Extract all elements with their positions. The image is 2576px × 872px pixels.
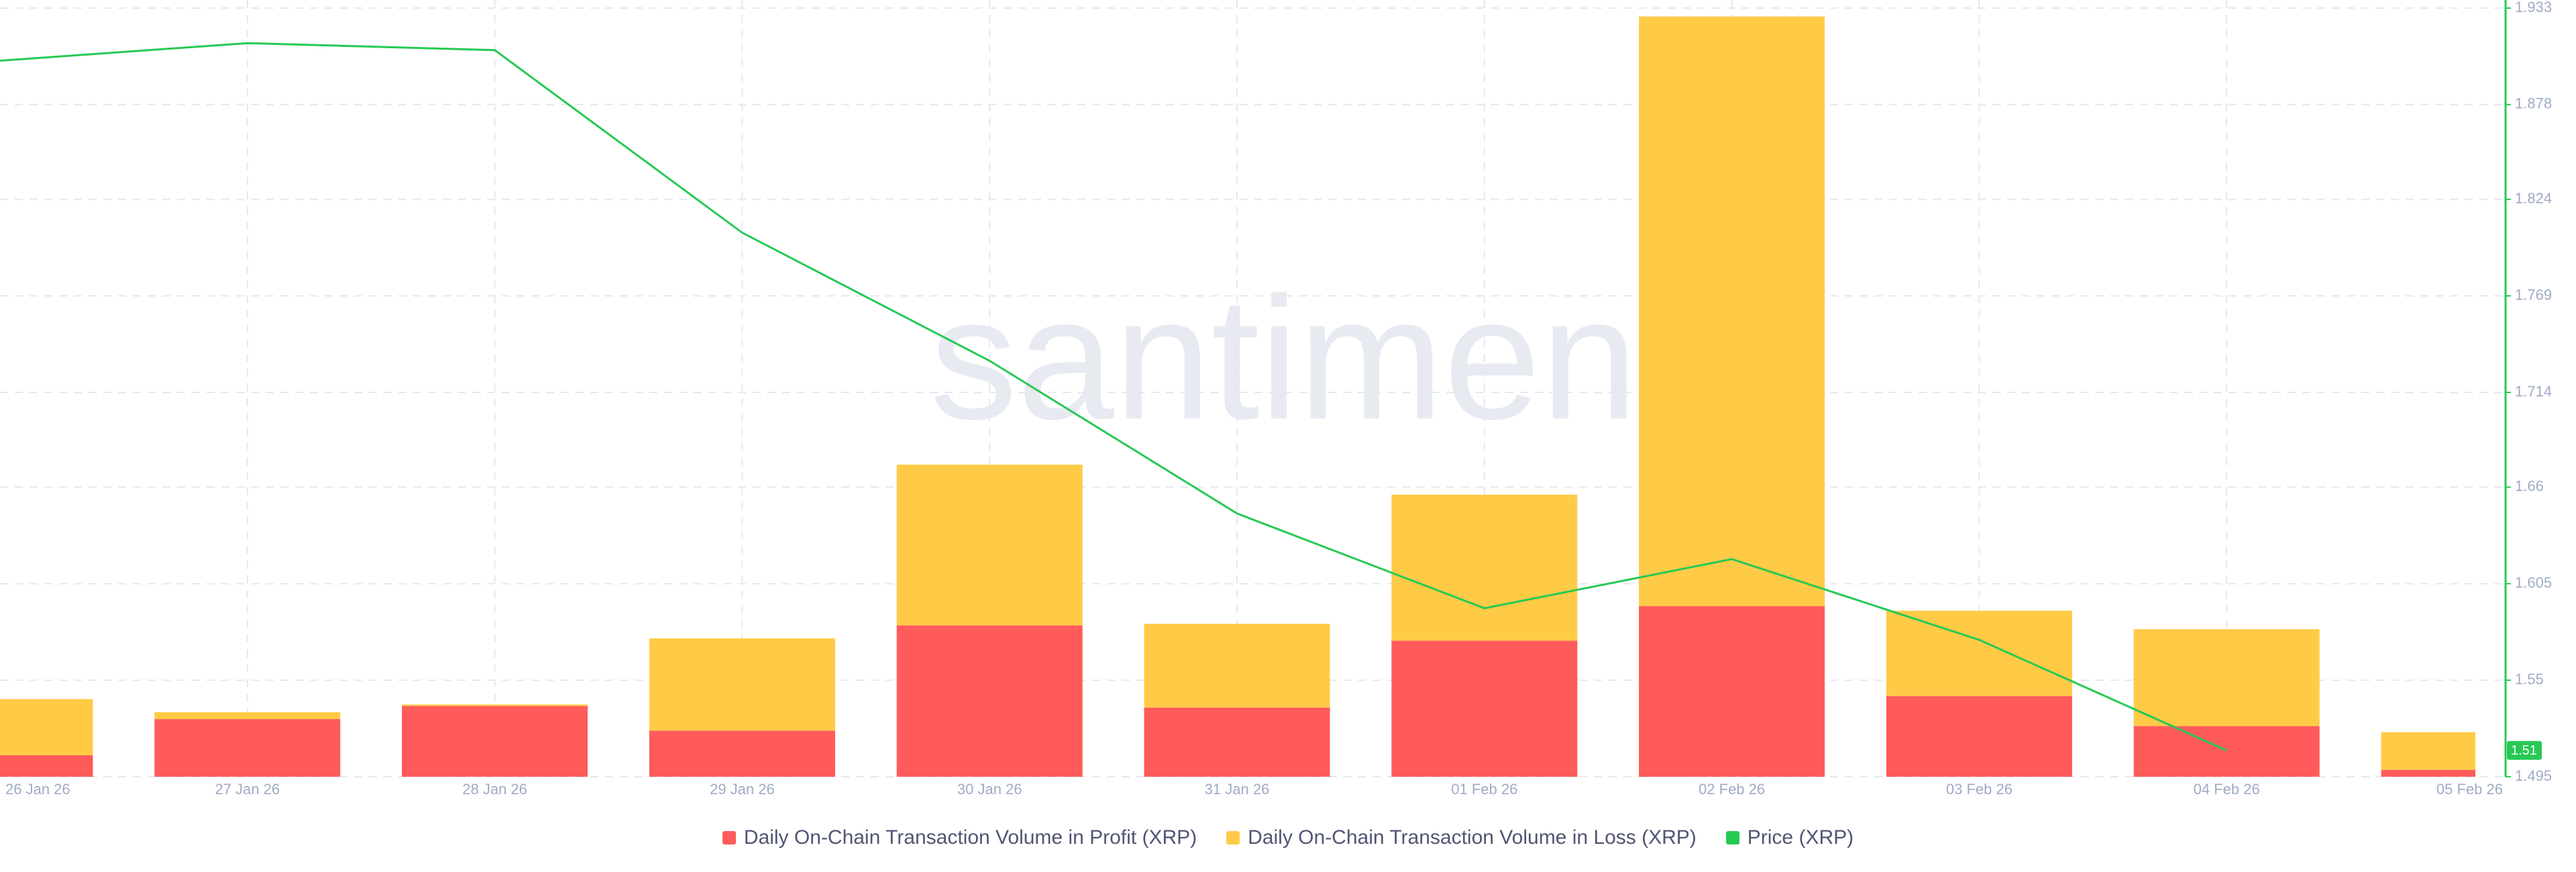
bar — [1391, 641, 1578, 777]
price-badge-label: 1.51 — [2511, 743, 2537, 758]
watermark: santiment — [930, 262, 1686, 456]
y2-tick-label: 1.714 — [2515, 383, 2552, 400]
legend-label: Price (XRP) — [1747, 826, 1854, 849]
bar — [896, 625, 1083, 777]
y2-tick-label: 1.824 — [2515, 190, 2552, 207]
x-tick-label: 04 Feb 26 — [2194, 781, 2260, 798]
x-tick-label: 31 Jan 26 — [1205, 781, 1270, 798]
bar — [1886, 696, 2072, 777]
y2-tick-label: 1.933 — [2515, 0, 2552, 15]
bar — [896, 464, 1083, 626]
y2-tick-label: 1.66 — [2515, 478, 2544, 494]
bar — [0, 699, 93, 755]
bar — [154, 719, 341, 777]
bar — [2381, 769, 2475, 777]
bar — [649, 638, 835, 731]
x-tick-label: 03 Feb 26 — [1946, 781, 2012, 798]
legend-swatch — [1226, 831, 1240, 844]
legend-label: Daily On-Chain Transaction Volume in Pro… — [743, 826, 1197, 849]
legend-item[interactable]: Daily On-Chain Transaction Volume in Pro… — [722, 826, 1197, 849]
bar — [649, 730, 835, 777]
y2-tick-label: 1.605 — [2515, 574, 2552, 591]
x-tick-label: 02 Feb 26 — [1699, 781, 1765, 798]
bar — [402, 706, 588, 777]
legend-item[interactable]: Daily On-Chain Transaction Volume in Los… — [1226, 826, 1697, 849]
bar — [1144, 623, 1330, 708]
y2-tick-label: 1.769 — [2515, 286, 2552, 303]
price-line — [0, 42, 2227, 752]
x-tick-label: 27 Jan 26 — [215, 781, 280, 798]
x-tick-label: 01 Feb 26 — [1451, 781, 1517, 798]
x-tick-label: 26 Jan 26 — [5, 781, 70, 798]
bar — [1391, 494, 1578, 641]
x-tick-label: 28 Jan 26 — [462, 781, 527, 798]
x-tick-label: 29 Jan 26 — [710, 781, 775, 798]
legend-item[interactable]: Price (XRP) — [1725, 826, 1854, 849]
y2-tick-label: 1.495 — [2515, 767, 2552, 784]
bar — [402, 704, 588, 706]
bar — [0, 755, 93, 777]
bar — [2133, 629, 2320, 726]
legend-label: Daily On-Chain Transaction Volume in Los… — [1248, 826, 1697, 849]
price-badge — [2507, 741, 2542, 760]
bar — [1639, 606, 1825, 777]
bar — [2133, 726, 2320, 777]
x-tick-label: 05 Feb 26 — [2436, 781, 2503, 798]
y2-tick-label: 1.55 — [2515, 671, 2544, 688]
bar — [1886, 610, 2072, 696]
y2-tick-label: 1.878 — [2515, 95, 2552, 112]
bar — [1639, 16, 1825, 606]
bar — [154, 712, 341, 720]
legend: Daily On-Chain Transaction Volume in Pro… — [0, 820, 2576, 856]
bar — [2381, 732, 2475, 770]
x-tick-label: 30 Jan 26 — [957, 781, 1022, 798]
legend-swatch — [1725, 831, 1739, 844]
chart: santiment 1.495 1.55 1.605 1.66 1.714 1.769 1.… — [0, 0, 2552, 798]
legend-swatch — [722, 831, 736, 844]
bar — [1144, 707, 1330, 777]
